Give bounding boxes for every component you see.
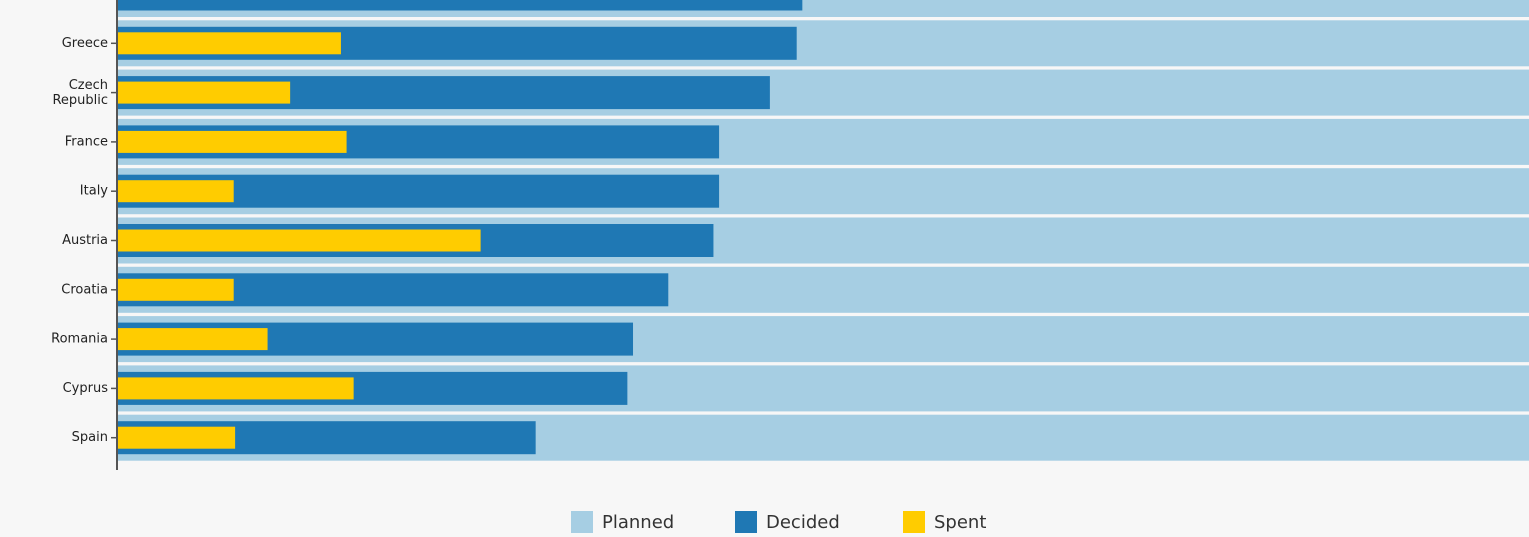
y-tick-label: Greece xyxy=(62,36,108,51)
y-tick-label: Italy xyxy=(80,184,109,199)
y-tick-label: France xyxy=(65,134,108,149)
y-tick-label: Austria xyxy=(62,233,108,248)
bar xyxy=(118,130,347,153)
bar xyxy=(118,0,803,11)
bar xyxy=(118,180,234,203)
bar xyxy=(118,229,481,252)
bar xyxy=(118,32,341,55)
y-tick-label: Romania xyxy=(51,332,108,347)
bar xyxy=(118,278,234,301)
legend-text: Spent xyxy=(934,512,986,533)
legend-text: Decided xyxy=(766,512,840,533)
legend-swatch xyxy=(571,511,593,533)
bar xyxy=(118,328,268,351)
y-tick-label: Spain xyxy=(72,430,108,445)
legend-swatch xyxy=(735,511,757,533)
y-tick-label: Cyprus xyxy=(63,381,109,396)
y-tick-label: Czech Republic xyxy=(52,78,108,108)
bar xyxy=(118,81,291,104)
y-tick-label: Croatia xyxy=(61,282,108,297)
bar xyxy=(118,426,236,449)
bar xyxy=(118,377,354,400)
legend-text: Planned xyxy=(602,512,674,533)
legend-swatch xyxy=(903,511,925,533)
